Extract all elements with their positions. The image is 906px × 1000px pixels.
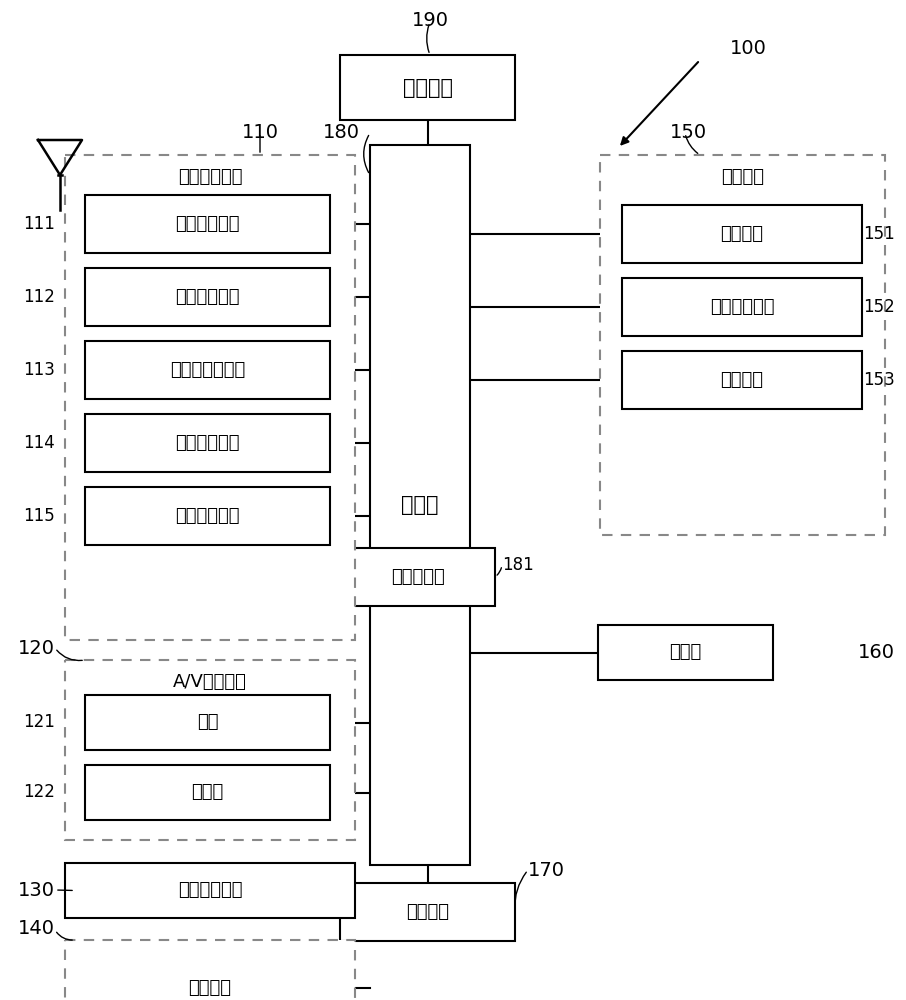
Bar	[65, 863, 355, 918]
Bar	[85, 695, 330, 750]
Text: 160: 160	[858, 643, 895, 662]
Bar	[85, 268, 330, 326]
Bar	[622, 205, 862, 263]
Text: 150: 150	[670, 123, 707, 142]
Bar	[600, 155, 885, 535]
Bar	[622, 278, 862, 336]
Text: 111: 111	[24, 215, 55, 233]
Bar	[65, 940, 355, 1000]
Text: 显示单元: 显示单元	[720, 225, 764, 243]
Text: 无线互联网模块: 无线互联网模块	[170, 361, 246, 379]
Bar	[85, 341, 330, 399]
Bar	[340, 548, 495, 606]
Text: 153: 153	[863, 371, 895, 389]
Text: 多媒体模块: 多媒体模块	[390, 568, 444, 586]
Text: 115: 115	[24, 507, 55, 525]
Text: 100: 100	[730, 38, 766, 57]
Text: 音频输出模块: 音频输出模块	[709, 298, 775, 316]
Text: 180: 180	[323, 123, 360, 142]
Text: 控制器: 控制器	[401, 495, 439, 515]
Bar	[65, 155, 355, 640]
Text: 140: 140	[18, 918, 55, 938]
Text: 151: 151	[863, 225, 895, 243]
Text: 120: 120	[18, 639, 55, 658]
Text: 170: 170	[528, 860, 565, 880]
Bar	[622, 351, 862, 409]
Text: 181: 181	[502, 556, 534, 574]
Text: 110: 110	[242, 123, 278, 142]
Text: 152: 152	[863, 298, 895, 316]
Text: 移动通信模块: 移动通信模块	[175, 288, 240, 306]
Bar	[340, 883, 515, 941]
Text: 114: 114	[24, 434, 55, 452]
Text: 无线通信单元: 无线通信单元	[178, 168, 242, 186]
Text: 190: 190	[411, 10, 448, 29]
Bar	[85, 487, 330, 545]
Text: 112: 112	[24, 288, 55, 306]
Text: 感测单元: 感测单元	[188, 978, 232, 996]
Text: 广播接收模块: 广播接收模块	[175, 215, 240, 233]
Bar	[340, 55, 515, 120]
Text: 113: 113	[24, 361, 55, 379]
Bar	[65, 660, 355, 840]
Text: 输出单元: 输出单元	[721, 168, 764, 186]
Text: 121: 121	[24, 713, 55, 731]
Text: 麦克风: 麦克风	[191, 784, 224, 802]
Text: 122: 122	[24, 783, 55, 801]
Text: 用户输入单元: 用户输入单元	[178, 882, 242, 900]
Text: 130: 130	[18, 880, 55, 900]
Text: 电源单元: 电源单元	[402, 78, 452, 98]
Text: 存储器: 存储器	[670, 644, 701, 662]
Bar	[85, 195, 330, 253]
Bar	[370, 145, 470, 865]
Text: 短程通信模块: 短程通信模块	[175, 434, 240, 452]
Bar	[598, 625, 773, 680]
Text: 接口单元: 接口单元	[406, 903, 449, 921]
Bar	[85, 414, 330, 472]
Text: A/V输入单元: A/V输入单元	[173, 673, 247, 691]
Text: 位置信息模块: 位置信息模块	[175, 507, 240, 525]
Text: 照相: 照相	[197, 714, 218, 732]
Text: 警报单元: 警报单元	[720, 371, 764, 389]
Bar	[85, 765, 330, 820]
